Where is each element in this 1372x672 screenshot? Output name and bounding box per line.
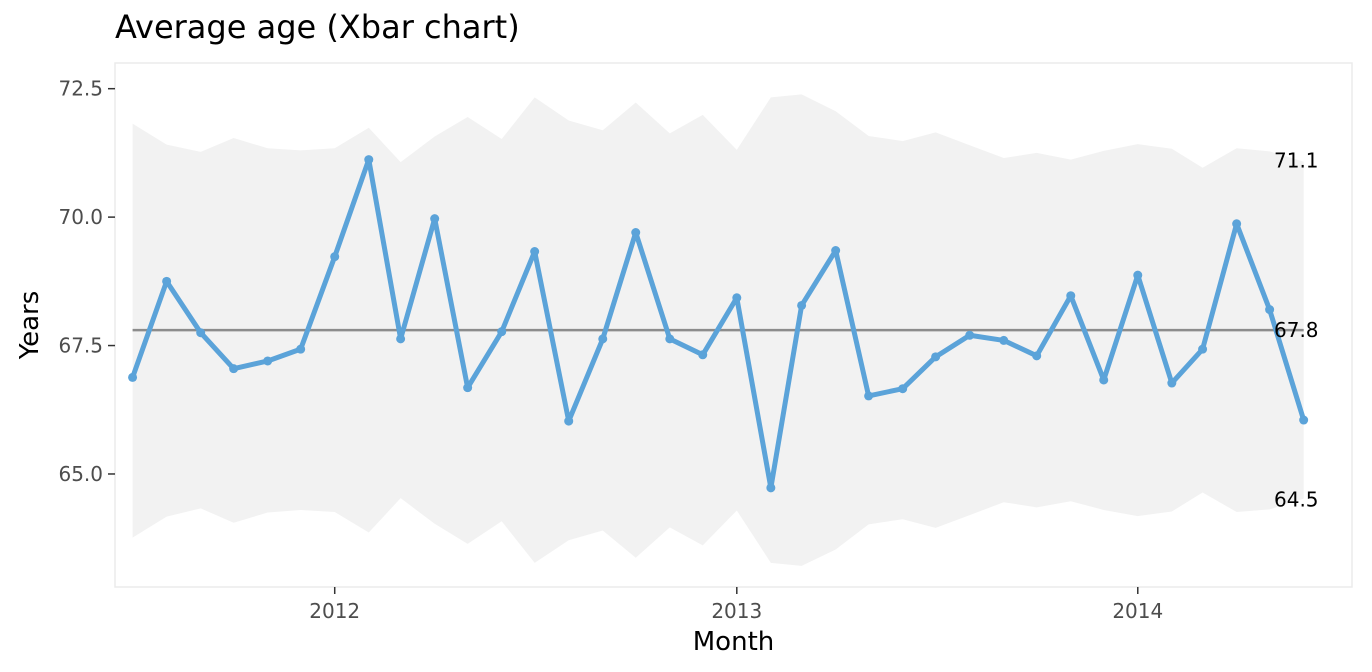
data-point (698, 350, 708, 360)
data-point (766, 483, 776, 493)
data-point (797, 300, 807, 310)
data-point (898, 384, 908, 394)
data-point (1198, 344, 1208, 354)
data-point (128, 372, 138, 382)
data-point (263, 356, 273, 366)
y-tick-label: 65.0 (58, 462, 103, 486)
x-tick-label: 2012 (309, 599, 360, 623)
data-point (1265, 305, 1275, 315)
data-point (296, 344, 306, 354)
data-point (931, 352, 941, 362)
data-point (396, 334, 406, 344)
data-point (831, 246, 841, 256)
x-axis: 2012 2013 2014 (309, 587, 1163, 623)
y-axis: 65.0 67.5 70.0 72.5 (58, 77, 115, 486)
data-point (463, 383, 473, 393)
data-point (732, 293, 742, 303)
data-point (1032, 351, 1042, 361)
chart-title: Average age (Xbar chart) (115, 8, 520, 46)
data-point (229, 364, 239, 374)
limit-labels: 71.1 67.8 64.5 (1274, 149, 1319, 512)
data-point (999, 335, 1009, 345)
data-point (330, 252, 340, 262)
limit-label: 64.5 (1274, 488, 1319, 512)
x-axis-title: Month (693, 627, 775, 657)
data-point (1167, 378, 1177, 388)
x-tick-label: 2014 (1112, 599, 1163, 623)
data-point (1066, 291, 1076, 301)
limit-label: 67.8 (1274, 318, 1319, 342)
data-point (598, 334, 608, 344)
data-point (864, 391, 874, 401)
data-point (162, 276, 172, 286)
data-point (965, 330, 975, 340)
data-point (1099, 375, 1109, 385)
data-point (1299, 415, 1309, 425)
y-tick-label: 70.0 (58, 205, 103, 229)
data-point (497, 327, 507, 337)
data-point (530, 247, 540, 257)
y-tick-label: 72.5 (58, 77, 103, 101)
data-point (1232, 219, 1242, 229)
x-tick-label: 2013 (711, 599, 762, 623)
limit-label: 71.1 (1274, 149, 1319, 173)
series-line (130, 157, 1307, 491)
plot-panel-border (114, 62, 1353, 588)
y-axis-title: Years (15, 291, 45, 361)
data-point (665, 334, 675, 344)
data-point (564, 416, 574, 426)
data-point (430, 214, 440, 224)
data-point (196, 328, 206, 338)
data-point (1133, 270, 1143, 280)
data-point (631, 228, 641, 238)
data-point (364, 155, 374, 165)
y-tick-label: 67.5 (58, 334, 103, 358)
data-points (128, 155, 1309, 493)
